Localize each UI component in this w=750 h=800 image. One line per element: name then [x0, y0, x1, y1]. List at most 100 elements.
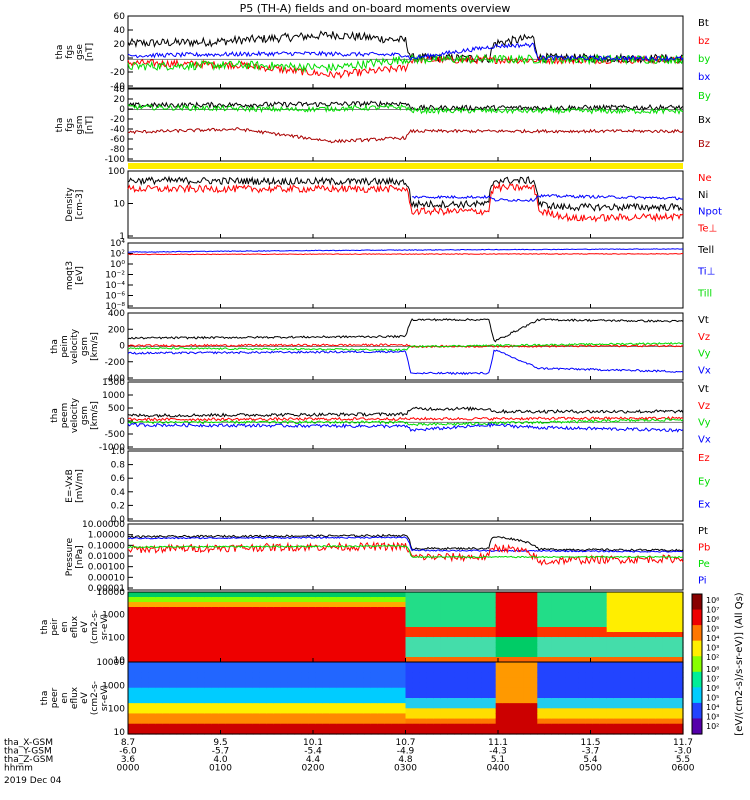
spectrogram-cell: [169, 642, 178, 648]
spectrogram-cell: [280, 718, 289, 725]
spectrogram-cell: [266, 642, 275, 648]
spectrogram-cell: [343, 667, 351, 673]
spectrogram-cell: [350, 612, 358, 618]
spectrogram-cell: [537, 728, 545, 735]
spectrogram-cell: [599, 627, 608, 633]
spectrogram-cell: [502, 647, 511, 653]
spectrogram-cell: [461, 657, 469, 663]
spectrogram-cell: [280, 708, 289, 715]
spectrogram-cell: [585, 723, 594, 730]
spectrogram-cell: [405, 687, 414, 694]
axis-label-peir_eflux-1: peir: [50, 618, 60, 636]
spectrogram-cell: [225, 607, 233, 613]
spectrogram-cell: [343, 597, 351, 603]
spectrogram-cell: [558, 617, 566, 623]
spectrogram-cell: [544, 602, 552, 608]
spectrogram-cell: [370, 698, 379, 704]
spectrogram-cell: [322, 728, 330, 735]
spectrogram-cell: [128, 718, 136, 725]
spectrogram-cell: [606, 627, 615, 633]
spectrogram-cell: [239, 692, 247, 699]
spectrogram-cell: [232, 597, 240, 603]
spectrogram-cell: [454, 647, 462, 653]
spectrogram-cell: [606, 632, 615, 638]
spectrogram-cell: [405, 667, 414, 673]
spectrogram-cell: [308, 627, 316, 633]
spectrogram-cell: [280, 698, 289, 704]
spectrogram-cell: [197, 677, 205, 684]
legend-peim_velocity-0: Vt: [698, 315, 709, 326]
ytick-fgs_gsm-0: 40: [114, 85, 126, 95]
spectrogram-cell: [620, 692, 629, 699]
spectrogram-cell: [322, 723, 330, 730]
spectrogram-cell: [592, 597, 601, 603]
spectrogram-cell: [669, 662, 677, 668]
spectrogram-cell: [523, 687, 531, 694]
spectrogram-cell: [669, 652, 677, 658]
spectrogram-cell: [155, 622, 164, 628]
spectrogram-cell: [322, 652, 330, 658]
spectrogram-cell: [252, 637, 261, 643]
spectrogram-cell: [398, 632, 407, 638]
spectrogram-cell: [655, 698, 663, 704]
spectrogram-cell: [162, 617, 171, 623]
spectrogram-cell: [641, 617, 649, 623]
spectrogram-cell: [204, 687, 212, 694]
spectrogram-cell: [169, 657, 178, 663]
spectrogram-cell: [641, 672, 649, 679]
spectrogram-cell: [634, 637, 642, 643]
spectrogram-cell: [370, 728, 379, 735]
spectrogram-cell: [655, 713, 663, 720]
spectrogram-cell: [294, 637, 303, 643]
ytick-peem_velocity-2: 500: [108, 404, 125, 414]
spectrogram-cell: [183, 632, 192, 638]
spectrogram-cell: [578, 662, 587, 668]
spectrogram-cell: [599, 617, 608, 623]
spectrogram-cell: [412, 642, 420, 648]
spectrogram-cell: [176, 602, 185, 608]
spectrogram-cell: [474, 602, 483, 608]
ytick-pressure-2: 0.10000: [88, 541, 125, 551]
spectrogram-cell: [558, 632, 566, 638]
spectrogram-cell: [495, 667, 504, 673]
spectrogram-cell: [606, 703, 615, 709]
spectrogram-cell: [134, 637, 143, 643]
spectrogram-cell: [613, 672, 622, 679]
spectrogram-cell: [662, 607, 670, 613]
spectrogram-cell: [370, 708, 379, 715]
spectrogram-cell: [266, 728, 275, 735]
spectrogram-cell: [134, 622, 143, 628]
spectrogram-cell: [669, 607, 677, 613]
spectrogram-cell: [433, 622, 441, 628]
spectrogram-cell: [641, 622, 649, 628]
spectrogram-cell: [474, 667, 483, 673]
spectrogram-cell: [641, 728, 649, 735]
spectrogram-cell: [641, 713, 649, 720]
spectrogram-cell: [148, 677, 157, 684]
spectrogram-cell: [197, 723, 205, 730]
spectrogram-cell: [488, 662, 497, 668]
spectrogram-cell: [266, 627, 275, 633]
spectrogram-cell: [662, 698, 670, 704]
spectrogram-cell: [225, 723, 233, 730]
spectrogram-cell: [211, 642, 219, 648]
spectrogram-cell: [141, 703, 150, 709]
spectrogram-cell: [141, 642, 150, 648]
spectrogram-cell: [232, 602, 240, 608]
spectrogram-cell: [502, 713, 511, 720]
spectrogram-cell: [287, 698, 296, 704]
spectrogram-cell: [336, 682, 344, 689]
panel-frame-fgs_gse: [127, 15, 684, 89]
spectrogram-cell: [509, 682, 518, 689]
axis-label-mom_temp-0: moqt3: [65, 261, 75, 290]
spectrogram-cell: [426, 607, 434, 613]
spectrogram-cell: [627, 607, 636, 613]
spectrogram-cell: [363, 723, 372, 730]
spectrogram-cell: [128, 687, 136, 694]
spectrogram-cell: [350, 622, 358, 628]
spectrogram-cell: [641, 687, 649, 694]
spectrogram-cell: [572, 657, 580, 663]
spectrogram-cell: [467, 723, 476, 730]
spectrogram-cell: [544, 632, 552, 638]
spectrogram-cell: [676, 703, 684, 709]
